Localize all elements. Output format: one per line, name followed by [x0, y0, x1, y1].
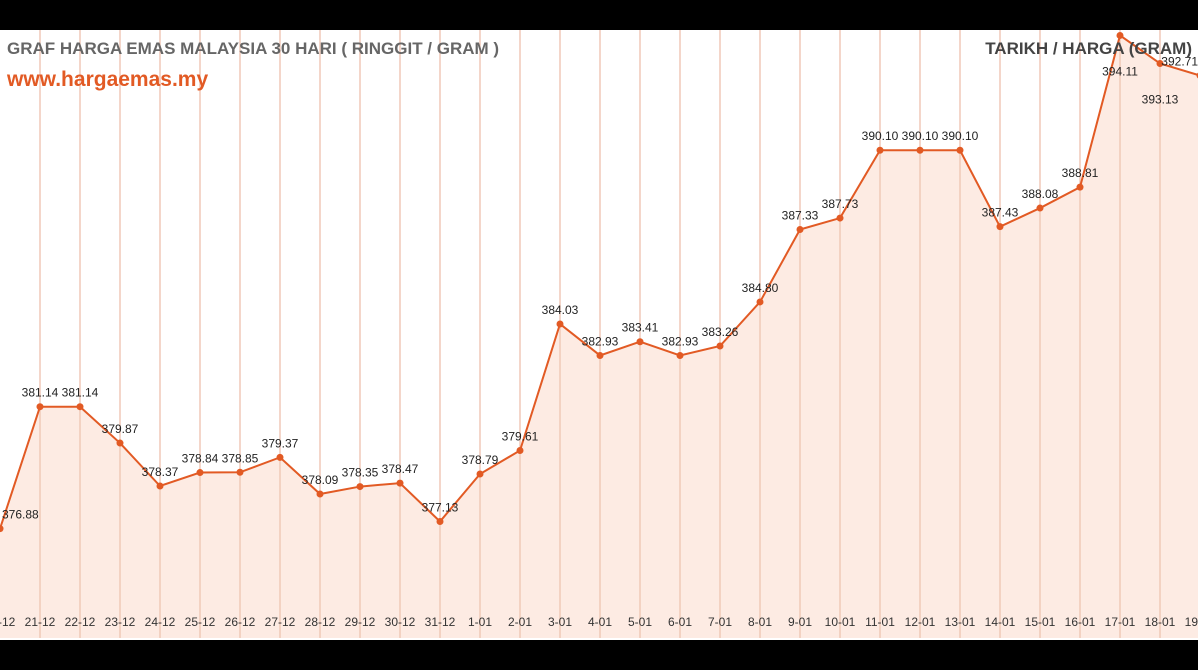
data-label: 390.10: [942, 129, 979, 143]
data-point: [516, 447, 524, 455]
x-tick-label: 7-01: [708, 615, 732, 629]
data-point: [1076, 183, 1084, 191]
data-label: 388.08: [1022, 187, 1059, 201]
data-point: [916, 146, 924, 154]
legend: TARIKH / HARGA (GRAM): [985, 39, 1192, 58]
x-tick-label: 6-01: [668, 615, 692, 629]
data-label: 378.47: [382, 462, 419, 476]
data-point: [396, 479, 404, 487]
x-tick-label: 30-12: [385, 615, 416, 629]
data-point: [1116, 31, 1124, 39]
data-point: [1156, 59, 1164, 67]
x-tick-label: 28-12: [305, 615, 336, 629]
data-point: [796, 226, 804, 234]
data-label: 387.33: [782, 209, 819, 223]
data-point: [1036, 204, 1044, 212]
data-label: 383.26: [702, 325, 739, 339]
x-tick-label: 3-01: [548, 615, 572, 629]
x-tick-label: 22-12: [65, 615, 96, 629]
x-tick-label: 9-01: [788, 615, 812, 629]
data-point: [836, 214, 844, 222]
data-label: 379.37: [262, 436, 299, 450]
x-tick-label: 10-01: [825, 615, 856, 629]
data-label: 387.43: [982, 206, 1019, 220]
data-label: 384.80: [742, 281, 779, 295]
data-point: [956, 146, 964, 154]
data-point: [476, 470, 484, 478]
x-tick-label: 11-01: [865, 615, 895, 629]
x-tick-label: 17-01: [1105, 615, 1136, 629]
data-point: [676, 351, 684, 359]
data-label: 379.87: [102, 422, 139, 436]
x-tick-label: 27-12: [265, 615, 296, 629]
data-point: [436, 517, 444, 525]
data-point: [76, 403, 84, 411]
data-point: [196, 469, 204, 477]
x-tick-label: 2-01: [508, 615, 532, 629]
x-tick-label: 24-12: [145, 615, 176, 629]
data-label: 390.10: [902, 129, 939, 143]
data-point: [316, 490, 324, 498]
data-point: [556, 320, 564, 328]
data-label: 381.14: [22, 386, 59, 400]
data-label: 394.11: [1102, 64, 1138, 78]
x-tick-label: 15-01: [1025, 615, 1056, 629]
data-label: 376.88: [2, 508, 39, 522]
data-label: 393.13: [1142, 92, 1179, 106]
data-point: [156, 482, 164, 490]
data-point: [716, 342, 724, 350]
x-tick-label: 16-01: [1065, 615, 1096, 629]
x-tick-label: 14-01: [985, 615, 1016, 629]
x-tick-label: 19-01: [1185, 615, 1198, 629]
data-point: [996, 223, 1004, 231]
data-point: [276, 453, 284, 461]
data-label: 382.93: [582, 334, 619, 348]
data-label: 378.09: [302, 473, 339, 487]
area-fill: [0, 35, 1198, 638]
data-point: [876, 146, 884, 154]
chart-area: 20-12 21-12 22-12 23-12 24-12 25-12 26-12 27-12…: [0, 30, 1198, 640]
x-tick-label: 26-12: [225, 615, 256, 629]
x-tick-label: 8-01: [748, 615, 772, 629]
data-label: 381.14: [62, 386, 99, 400]
data-label: 378.35: [342, 466, 379, 480]
x-tick-label: 21-12: [25, 615, 56, 629]
data-point: [236, 468, 244, 476]
x-tick-label: 12-01: [905, 615, 936, 629]
x-tick-label: 1-01: [468, 615, 492, 629]
data-point: [116, 439, 124, 447]
data-label: 377.13: [422, 500, 459, 514]
chart-title: GRAF HARGA EMAS MALAYSIA 30 HARI ( RINGG…: [7, 39, 500, 58]
data-label: 384.03: [542, 303, 579, 317]
data-label: 390.10: [862, 129, 899, 143]
data-label: 378.84: [182, 452, 219, 466]
data-point: [0, 525, 4, 533]
data-label: 383.41: [622, 321, 659, 335]
data-point: [636, 338, 644, 346]
data-label: 378.37: [142, 465, 179, 479]
data-point: [756, 298, 764, 306]
data-label: 378.79: [462, 453, 499, 467]
x-tick-label: 5-01: [628, 615, 652, 629]
data-label: 392.71: [1161, 55, 1198, 69]
data-label: 388.81: [1062, 166, 1099, 180]
data-label: 378.85: [222, 451, 259, 465]
x-tick-label: 13-01: [945, 615, 976, 629]
x-tick-label: 4-01: [588, 615, 612, 629]
x-tick-label: 31-12: [425, 615, 456, 629]
x-tick-label: 25-12: [185, 615, 216, 629]
x-tick-label: 20-12: [0, 615, 16, 629]
data-label: 387.73: [822, 197, 859, 211]
data-point: [596, 351, 604, 359]
x-tick-label: 29-12: [345, 615, 376, 629]
data-label: 379.61: [502, 430, 539, 444]
data-point: [36, 403, 44, 411]
x-tick-label: 18-01: [1145, 615, 1176, 629]
price-chart: 20-12 21-12 22-12 23-12 24-12 25-12 26-12 27-12…: [0, 30, 1198, 638]
x-tick-label: 23-12: [105, 615, 136, 629]
data-label: 382.93: [662, 334, 699, 348]
data-point: [356, 483, 364, 491]
site-link[interactable]: www.hargaemas.my: [7, 68, 209, 91]
